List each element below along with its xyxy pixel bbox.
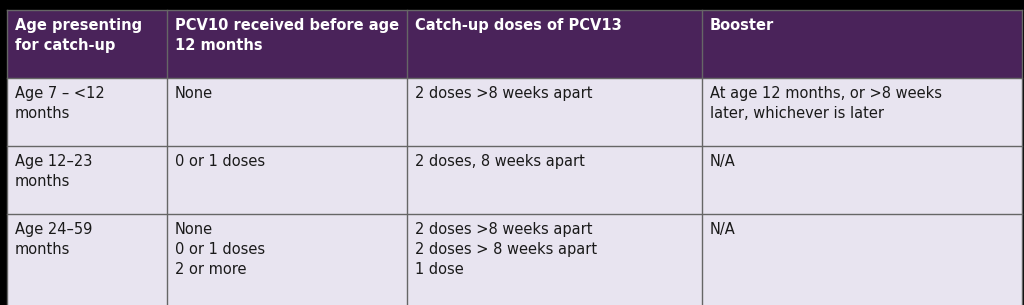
Bar [167,146,407,214]
Text: 2 doses >8 weeks apart
2 doses > 8 weeks apart
1 dose: 2 doses >8 weeks apart 2 doses > 8 weeks… [415,222,597,277]
Bar [407,78,702,146]
Bar [7,10,167,78]
Text: Age 12–23
months: Age 12–23 months [15,154,92,189]
Bar [702,10,1022,78]
Text: Age 7 – <12
months: Age 7 – <12 months [15,86,104,121]
Text: 2 doses, 8 weeks apart: 2 doses, 8 weeks apart [415,154,585,169]
Text: At age 12 months, or >8 weeks
later, whichever is later: At age 12 months, or >8 weeks later, whi… [710,86,942,121]
Bar [407,146,702,214]
Text: Catch-up doses of PCV13: Catch-up doses of PCV13 [415,18,622,33]
Bar [407,214,702,305]
Text: PCV10 received before age
12 months: PCV10 received before age 12 months [175,18,399,53]
Bar [407,10,702,78]
Bar [702,214,1022,305]
Text: 2 doses >8 weeks apart: 2 doses >8 weeks apart [415,86,593,101]
Text: Age presenting
for catch-up: Age presenting for catch-up [15,18,142,53]
Text: Booster: Booster [710,18,774,33]
Bar [702,146,1022,214]
Text: 0 or 1 doses: 0 or 1 doses [175,154,265,169]
Bar [7,146,167,214]
Bar [167,10,407,78]
Bar [7,78,167,146]
Text: N/A: N/A [710,222,736,237]
Bar [167,78,407,146]
Text: None
0 or 1 doses
2 or more: None 0 or 1 doses 2 or more [175,222,265,277]
Bar [702,78,1022,146]
Text: None: None [175,86,213,101]
Text: Age 24–59
months: Age 24–59 months [15,222,92,257]
Text: N/A: N/A [710,154,736,169]
Bar [7,214,167,305]
Bar [167,214,407,305]
